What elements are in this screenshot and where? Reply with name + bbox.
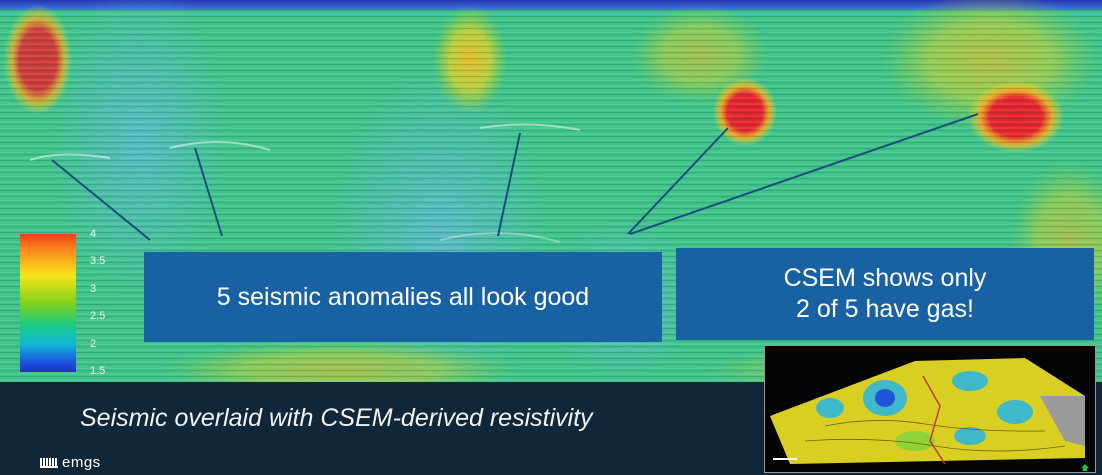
colorbar-tick: 2	[90, 338, 97, 350]
colorbar-tick: 2.5	[90, 310, 106, 322]
seismic-anomalies-callout: 5 seismic anomalies all look good	[144, 252, 662, 342]
resistivity-colorbar	[20, 234, 76, 372]
callout-text-line-2: 2 of 5 have gas!	[796, 295, 974, 323]
colorbar-tick: 4	[90, 228, 97, 240]
colorbar-tick: 3.5	[90, 255, 106, 267]
emgs-logo: emgs	[40, 454, 101, 471]
callout-text: 5 seismic anomalies all look good	[216, 282, 590, 311]
resistivity-map-image	[770, 358, 1089, 471]
logo-text: emgs	[62, 454, 101, 471]
colorbar-tick: 1.5	[90, 365, 106, 377]
csem-result-callout: CSEM shows only 2 of 5 have gas!	[676, 248, 1094, 340]
slide-caption: Seismic overlaid with CSEM-derived resis…	[80, 404, 593, 432]
resistivity-map-inset	[764, 345, 1096, 473]
colorbar-tick: 3	[90, 283, 97, 295]
callout-text-line-1: CSEM shows only	[783, 264, 987, 292]
logo-mark-icon	[40, 457, 58, 468]
